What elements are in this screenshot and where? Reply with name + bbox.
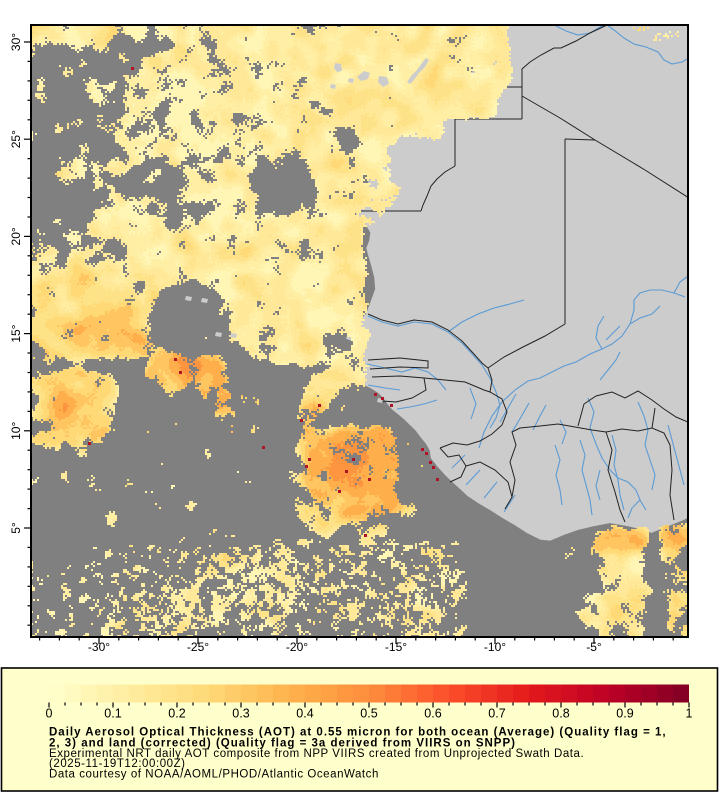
- svg-text:15°: 15°: [9, 324, 23, 342]
- svg-text:-15°: -15°: [385, 640, 407, 654]
- svg-text:0.6: 0.6: [424, 707, 441, 721]
- svg-text:20°: 20°: [9, 227, 23, 245]
- svg-text:5°: 5°: [9, 522, 23, 534]
- svg-text:-30°: -30°: [88, 640, 110, 654]
- svg-text:10°: 10°: [9, 422, 23, 440]
- svg-text:0.9: 0.9: [616, 707, 633, 721]
- svg-text:1: 1: [686, 707, 693, 721]
- svg-text:0: 0: [46, 707, 53, 721]
- svg-text:-25°: -25°: [187, 640, 209, 654]
- svg-text:30°: 30°: [9, 33, 23, 51]
- svg-text:0.1: 0.1: [104, 707, 121, 721]
- svg-text:(2025-11-19T12:00:00Z): (2025-11-19T12:00:00Z): [49, 758, 186, 770]
- svg-text:0.4: 0.4: [296, 707, 313, 721]
- svg-text:0.2: 0.2: [168, 707, 185, 721]
- svg-text:25°: 25°: [9, 130, 23, 148]
- svg-text:0.5: 0.5: [360, 707, 377, 721]
- svg-text:0.8: 0.8: [552, 707, 569, 721]
- svg-text:0.7: 0.7: [488, 707, 505, 721]
- svg-text:2, 3) and land (corrected) (Qu: 2, 3) and land (corrected) (Quality flag…: [49, 738, 516, 750]
- svg-text:Experimental NRT daily AOT com: Experimental NRT daily AOT composite fro…: [49, 748, 584, 760]
- svg-text:Data courtesy of NOAA/AOML/PHO: Data courtesy of NOAA/AOML/PHOD/Atlantic…: [49, 769, 379, 781]
- svg-text:-10°: -10°: [484, 640, 506, 654]
- svg-text:-20°: -20°: [286, 640, 308, 654]
- svg-text:-5°: -5°: [586, 640, 602, 654]
- svg-text:0.3: 0.3: [232, 707, 249, 721]
- svg-text:Daily Aerosol Optical Thicknes: Daily Aerosol Optical Thickness (AOT) at…: [49, 727, 667, 739]
